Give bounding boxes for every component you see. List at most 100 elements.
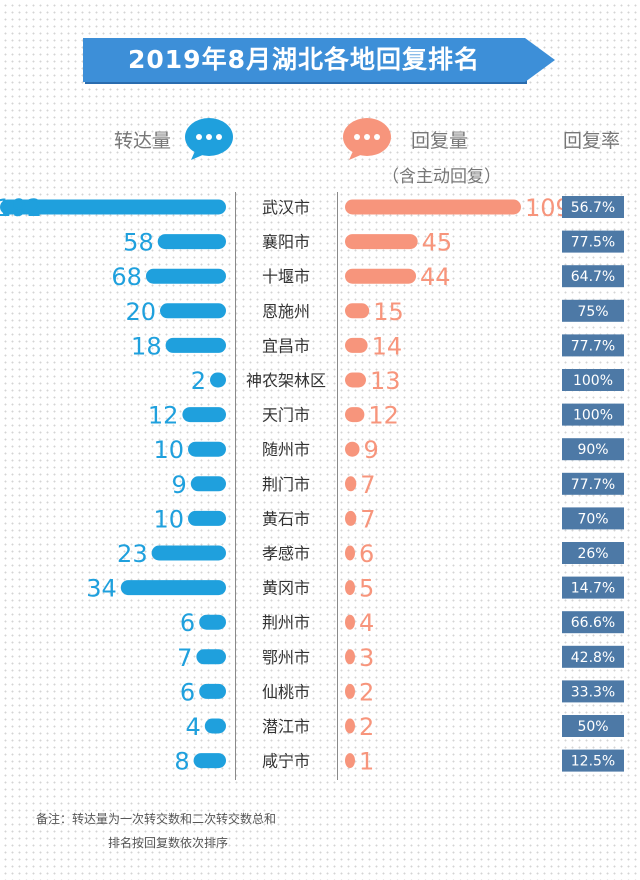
forward-value-label: 4 xyxy=(186,713,201,741)
rate-box xyxy=(562,299,624,322)
rate-box xyxy=(562,369,624,391)
reply-value-label: 2 xyxy=(359,678,374,706)
rate-label: 56.7% xyxy=(571,200,615,216)
forward-value-label: 6 xyxy=(180,609,195,637)
forward-value-label: 192 xyxy=(0,194,42,222)
rate-box xyxy=(562,645,624,668)
rate-label: 12.5% xyxy=(571,754,615,770)
rate-label: 90% xyxy=(577,442,608,458)
rate-label: 100% xyxy=(573,373,613,389)
forward-value-label: 8 xyxy=(174,748,189,776)
rate-box xyxy=(562,196,624,218)
reply-value-label: 14 xyxy=(372,332,403,360)
city-label: 鄂州市 xyxy=(262,648,310,667)
reply-value-label: 44 xyxy=(420,263,451,291)
rate-label: 100% xyxy=(573,408,613,424)
rate-label: 14.7% xyxy=(571,581,615,597)
reply-bar xyxy=(345,268,417,284)
city-label: 荆州市 xyxy=(262,613,310,632)
reply-bar xyxy=(345,407,365,423)
forward-value-label: 10 xyxy=(153,505,184,533)
city-label: 十堰市 xyxy=(262,267,310,286)
city-label: 荆门市 xyxy=(262,475,310,494)
rate-label: 77.7% xyxy=(571,338,615,354)
rate-header: 回复率 xyxy=(563,130,621,152)
rate-box xyxy=(562,334,624,357)
note-line-2: 排名按回复数依次排序 xyxy=(108,836,229,850)
rate-box xyxy=(562,715,624,737)
forward-bar xyxy=(196,649,226,665)
reply-value-label: 45 xyxy=(422,229,453,257)
reply-bar xyxy=(345,199,521,215)
reply-header: 回复量 xyxy=(411,130,469,152)
reply-bar xyxy=(345,614,355,630)
city-label: 咸宁市 xyxy=(262,752,310,771)
reply-bar xyxy=(345,337,368,353)
reply-value-label: 12 xyxy=(368,402,399,430)
rate-box xyxy=(562,230,624,253)
reply-bar xyxy=(345,753,355,769)
rate-label: 77.7% xyxy=(571,477,615,493)
chart-title: 2019年8月湖北各地回复排名 xyxy=(128,45,480,74)
reply-subheader: （含主动回复） xyxy=(382,167,501,187)
rate-label: 77.5% xyxy=(571,235,615,251)
rate-label: 75% xyxy=(577,304,608,320)
reply-value-label: 9 xyxy=(364,436,379,464)
forward-bar xyxy=(160,303,226,319)
rate-box xyxy=(562,680,624,703)
reply-bar xyxy=(345,718,355,734)
reply-bar xyxy=(345,234,418,250)
rate-label: 66.6% xyxy=(571,615,615,631)
forward-value-label: 68 xyxy=(111,263,142,291)
forward-value-label: 2 xyxy=(191,367,206,395)
reply-value-label: 3 xyxy=(359,644,374,672)
city-label: 仙桃市 xyxy=(262,682,310,701)
city-label: 黄冈市 xyxy=(262,579,310,598)
forward-value-label: 10 xyxy=(153,436,184,464)
rate-label: 42.8% xyxy=(571,650,615,666)
forward-bar xyxy=(120,580,226,596)
reply-value-label: 5 xyxy=(359,575,374,603)
reply-bar xyxy=(345,510,357,526)
reply-value-label: 7 xyxy=(360,505,375,533)
city-label: 天门市 xyxy=(262,406,310,425)
rate-label: 70% xyxy=(577,511,608,527)
city-label: 潜江市 xyxy=(262,717,310,736)
reply-value-label: 7 xyxy=(360,471,375,499)
forward-bar xyxy=(204,718,226,734)
forward-value-label: 9 xyxy=(172,471,187,499)
forward-value-label: 12 xyxy=(148,402,179,430)
forward-bar xyxy=(193,753,226,769)
forward-bar xyxy=(151,545,226,561)
city-label: 黄石市 xyxy=(262,509,310,528)
reply-value-label: 1 xyxy=(359,748,374,776)
forward-bar xyxy=(165,337,226,353)
forward-bar xyxy=(199,614,226,630)
reply-bar xyxy=(345,441,360,457)
forward-header: 转达量 xyxy=(114,130,172,152)
forward-bar xyxy=(210,372,226,388)
left-divider xyxy=(235,192,236,780)
reply-value-label: 13 xyxy=(370,367,401,395)
reply-bar xyxy=(345,372,366,388)
reply-bar xyxy=(345,580,355,596)
rate-box xyxy=(562,403,624,426)
rate-box xyxy=(562,472,624,495)
forward-bar xyxy=(190,476,226,492)
city-label: 神农架林区 xyxy=(246,371,326,390)
speech-bubble-icon xyxy=(343,118,391,160)
note-line-1: 备注：转达量为一次转交数和二次转交数总和 xyxy=(36,812,277,826)
city-label: 恩施州 xyxy=(262,302,310,321)
title-banner-arrow xyxy=(525,38,555,82)
rate-label: 64.7% xyxy=(571,269,615,285)
city-label: 随州市 xyxy=(262,440,310,459)
rate-label: 50% xyxy=(577,719,608,735)
forward-bar xyxy=(199,683,226,699)
forward-bar xyxy=(188,510,226,526)
reply-value-label: 15 xyxy=(373,298,404,326)
forward-bar xyxy=(145,268,226,284)
reply-bar xyxy=(345,649,355,665)
city-label: 孝感市 xyxy=(262,544,310,563)
rate-label: 33.3% xyxy=(571,684,615,700)
